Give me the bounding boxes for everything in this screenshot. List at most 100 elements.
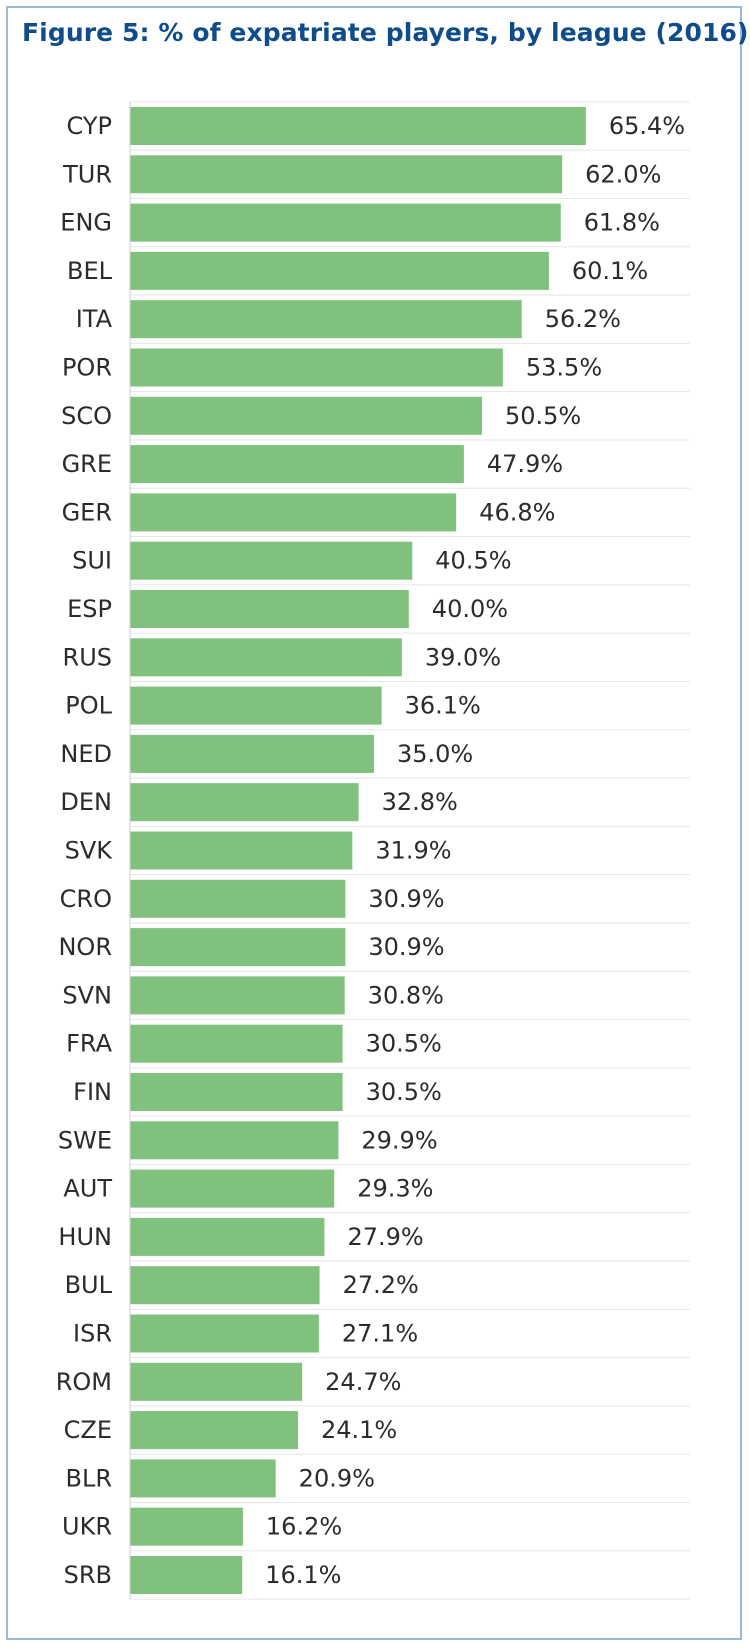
category-label: GRE — [62, 450, 112, 478]
bar-row: NOR 30.9% — [58, 928, 690, 972]
category-label: ISR — [73, 1320, 112, 1348]
category-label: ROM — [56, 1368, 112, 1396]
value-label: 16.2% — [266, 1513, 342, 1541]
value-label: 24.1% — [321, 1416, 397, 1444]
bar-row: ROM 24.7% — [56, 1362, 690, 1407]
bar-row: FRA 30.5% — [66, 1024, 690, 1069]
category-label: BUL — [65, 1271, 113, 1299]
value-label: 30.9% — [368, 933, 444, 961]
value-label: 36.1% — [405, 692, 481, 720]
value-label: 30.9% — [368, 885, 444, 913]
category-label: BEL — [67, 257, 113, 285]
chart-title: Figure 5: % of expatriate players, by le… — [22, 18, 749, 47]
value-label: 53.5% — [526, 354, 602, 382]
category-label: SUI — [72, 547, 112, 575]
bar — [130, 1314, 319, 1353]
bar-row: ITA 56.2% — [76, 300, 690, 344]
category-label: RUS — [63, 643, 112, 671]
value-label: 24.7% — [325, 1368, 401, 1396]
bar-row: SRB 16.1% — [64, 1556, 690, 1600]
bar — [130, 686, 382, 725]
bar — [130, 638, 402, 677]
bar — [130, 783, 359, 822]
value-label: 27.9% — [347, 1223, 423, 1251]
category-label: UKR — [62, 1513, 112, 1541]
bar — [130, 831, 353, 870]
value-label: 27.1% — [342, 1320, 418, 1348]
category-label: POR — [62, 354, 112, 382]
bar — [130, 1217, 325, 1256]
bar-row: CZE 24.1% — [64, 1411, 690, 1455]
chart-rows: CYP 65.4% TUR 62.0% ENG 61.8% BEL 60.1% ITA 56.2%… — [56, 101, 690, 1600]
value-label: 47.9% — [487, 450, 563, 478]
bar-row: HUN 27.9% — [58, 1217, 690, 1262]
category-label: CZE — [64, 1416, 112, 1444]
value-label: 56.2% — [545, 305, 621, 333]
category-label: GER — [62, 498, 112, 526]
value-label: 27.2% — [343, 1271, 419, 1299]
bar — [130, 1411, 298, 1450]
category-label: TUR — [62, 160, 112, 188]
bar-row: ESP 40.0% — [67, 590, 690, 634]
bar — [130, 445, 464, 484]
bar-row: SVK 31.9% — [65, 831, 690, 876]
category-label: FIN — [73, 1078, 112, 1106]
bar-row: BLR 20.9% — [65, 1459, 690, 1504]
value-label: 40.5% — [435, 547, 511, 575]
bar-row: RUS 39.0% — [63, 638, 690, 682]
bar — [130, 590, 409, 628]
value-label: 32.8% — [382, 788, 458, 816]
bar-row: SWE 29.9% — [58, 1121, 690, 1165]
bar — [130, 251, 549, 290]
value-label: 29.3% — [357, 1175, 433, 1203]
category-label: CRO — [60, 885, 112, 913]
category-label: SCO — [61, 402, 112, 430]
bar-row: POR 53.5% — [62, 348, 690, 393]
bar-row: DEN 32.8% — [60, 783, 690, 827]
bar — [130, 107, 586, 145]
bar-row: CYP 65.4% — [67, 107, 690, 151]
value-label: 16.1% — [265, 1561, 341, 1589]
category-label: NOR — [58, 933, 112, 961]
bar — [130, 541, 413, 580]
bar — [130, 928, 346, 967]
bar — [130, 1024, 343, 1063]
value-label: 29.9% — [361, 1126, 437, 1154]
category-label: ESP — [67, 595, 112, 623]
bar — [130, 879, 346, 918]
category-label: SVK — [65, 837, 114, 865]
bar-row: BUL 27.2% — [65, 1266, 690, 1310]
bar-row: ENG 61.8% — [60, 203, 690, 248]
bar — [130, 734, 374, 773]
bar-row: SUI 40.5% — [72, 541, 690, 586]
value-label: 60.1% — [572, 257, 648, 285]
bar — [130, 1121, 339, 1160]
value-label: 39.0% — [425, 643, 501, 671]
value-label: 31.9% — [375, 837, 451, 865]
value-label: 30.5% — [366, 1078, 442, 1106]
bar-row: TUR 62.0% — [62, 155, 690, 199]
value-label: 35.0% — [397, 740, 473, 768]
bar — [130, 976, 345, 1015]
bar-row: POL 36.1% — [65, 686, 690, 731]
category-label: CYP — [67, 112, 112, 140]
bar-row: SVN 30.8% — [62, 976, 690, 1021]
bar-row: SCO 50.5% — [61, 396, 690, 441]
bar-row: AUT 29.3% — [63, 1169, 690, 1214]
bar — [130, 1362, 303, 1401]
category-label: HUN — [58, 1223, 112, 1251]
category-label: BLR — [65, 1464, 112, 1492]
category-label: ENG — [60, 209, 112, 237]
bar — [130, 203, 561, 242]
category-label: FRA — [66, 1030, 113, 1058]
value-label: 61.8% — [584, 209, 660, 237]
value-label: 30.8% — [368, 981, 444, 1009]
bar — [130, 1266, 320, 1305]
value-label: 62.0% — [585, 160, 661, 188]
category-label: DEN — [60, 788, 112, 816]
bar-row: UKR 16.2% — [62, 1507, 690, 1552]
category-label: NED — [60, 740, 112, 768]
bar-row: GRE 47.9% — [62, 445, 690, 489]
bar — [130, 396, 482, 435]
